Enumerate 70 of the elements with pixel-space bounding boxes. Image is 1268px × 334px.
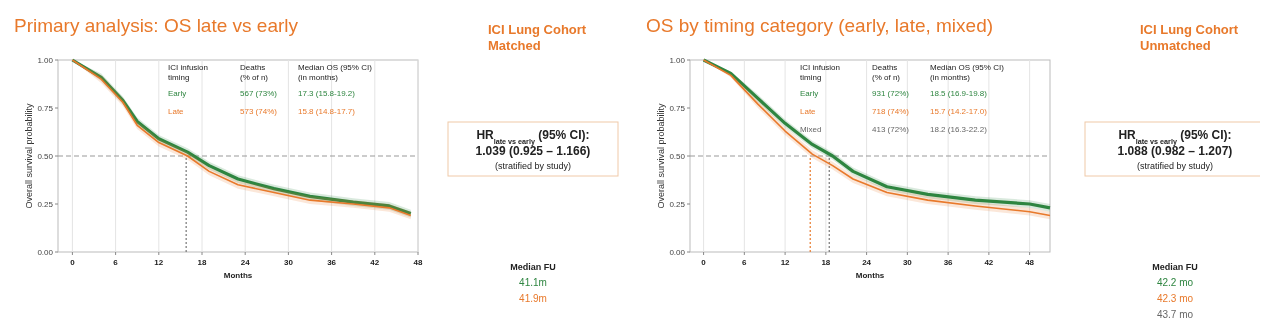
text: Median FU: [510, 262, 556, 272]
text: 42.2 mo: [1156, 277, 1194, 288]
annotation: ICI infusion timing: [168, 63, 209, 82]
x-tick-label: 0: [701, 258, 707, 267]
annotation: Mixed: [800, 125, 822, 134]
text: HR$_{late vs early}$ (95% CI):: [1118, 128, 1232, 146]
x-tick-label: 18: [197, 258, 207, 267]
y-tick-label: 1.00: [37, 56, 54, 65]
x-tick-label: 12: [154, 258, 164, 267]
y-tick-label: 0.50: [669, 152, 686, 161]
text: 41.9m: [519, 293, 547, 304]
x-axis-title: Months: [855, 271, 885, 280]
x-tick-label: 30: [283, 258, 294, 267]
text: ICI Lung Cohort Unmatched: [1140, 22, 1239, 54]
text: HR$_{late vs early}$ (95% CI):: [476, 128, 590, 146]
chart-title: OS by timing category (early, late, mixed): [646, 15, 994, 36]
text: Late: [800, 107, 817, 116]
text: Median FU: [1152, 262, 1198, 272]
annotation: 15.7 (14.2-17.0): [930, 107, 988, 116]
text: 41.1m: [519, 277, 547, 288]
annotation: 718 (74%): [872, 107, 910, 116]
text: 1.039 (0.925 – 1.166): [475, 144, 591, 158]
text: Early: [168, 89, 187, 98]
x-tick-label: 42: [370, 258, 380, 267]
annotation: 18.5 (16.9-19.8): [930, 89, 988, 98]
y-tick-label: 1.00: [669, 56, 686, 65]
annotation: 931 (72%): [872, 89, 910, 98]
y-tick-label: 0.00: [669, 248, 686, 257]
y-tick-label: 0.25: [37, 200, 54, 209]
annotation: 573 (74%): [240, 107, 278, 116]
annotation: 15.8 (14.8-17.7): [298, 107, 356, 116]
text: (stratified by study): [1136, 161, 1214, 171]
x-tick-label: 12: [780, 258, 791, 267]
x-tick-label: 18: [821, 258, 831, 267]
x-tick-label: 0: [70, 258, 76, 267]
x-tick-label: 42: [984, 258, 994, 267]
x-tick-label: 36: [943, 258, 954, 267]
x-tick-label: 36: [327, 258, 337, 267]
annotation: Deaths (% of n): [240, 63, 269, 82]
annotation: Median OS (95% CI) (in months): [298, 63, 373, 82]
annotation: Median OS (95% CI) (in months): [930, 63, 1005, 82]
y-axis-title: Overall survival probability: [24, 102, 34, 209]
text: Early: [800, 89, 819, 98]
annotation: 413 (72%): [872, 125, 910, 134]
x-tick-label: 24: [862, 258, 872, 267]
y-axis-title: Overall survival probability: [656, 102, 666, 209]
annotation: Deaths (% of n): [872, 63, 901, 82]
y-tick-label: 0.25: [669, 200, 686, 209]
x-axis-title: Months: [223, 271, 253, 280]
annotation: 17.3 (15.8-19.2): [298, 89, 356, 98]
y-tick-label: 0.75: [669, 104, 686, 113]
y-tick-label: 0.50: [37, 152, 54, 161]
annotation: 18.2 (16.3-22.2): [930, 125, 988, 134]
annotation: ICI infusion timing: [800, 63, 841, 82]
x-tick-label: 6: [742, 258, 748, 267]
text: Late: [168, 107, 185, 116]
chart-title: Primary analysis: OS late vs early: [14, 15, 299, 36]
text: 1.088 (0.982 – 1.207): [1117, 144, 1233, 158]
text: ICI Lung Cohort Matched: [488, 22, 587, 54]
x-tick-label: 24: [240, 258, 251, 267]
y-tick-label: 0.75: [37, 104, 54, 113]
text: 43.7 mo: [1156, 309, 1194, 320]
text: 42.3 mo: [1156, 293, 1194, 304]
x-tick-label: 48: [413, 258, 423, 267]
y-tick-label: 0.00: [37, 248, 54, 257]
x-tick-label: 30: [902, 258, 913, 267]
text: (stratified by study): [494, 161, 572, 171]
annotation: 567 (73%): [240, 89, 278, 98]
x-tick-label: 6: [113, 258, 119, 267]
x-tick-label: 48: [1025, 258, 1035, 267]
